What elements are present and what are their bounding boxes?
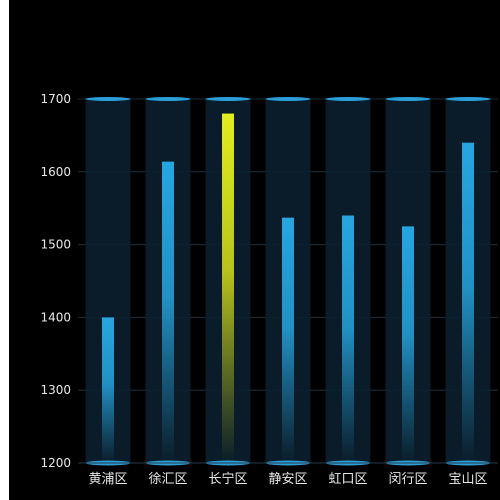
x-tick-label: 闵行区 [388,472,427,487]
x-tick-label: 黄浦区 [88,472,127,487]
column-top-cap [205,97,251,101]
bar-黄浦区 [102,317,114,463]
bar-虹口区 [342,215,354,463]
x-tick-label: 虹口区 [328,472,367,487]
x-tick-label: 徐汇区 [148,472,187,487]
column-top-cap [445,97,491,101]
y-tick-label: 1400 [40,310,71,324]
bar-长宁区 [222,113,234,463]
axes: 1200 1300 1400 1500 1600 1700 黄浦区 徐汇区 长宁区 静安区 虹口区 闵… [40,92,498,487]
y-tick-label: 1200 [40,456,71,470]
y-tick-label: 1600 [40,165,71,179]
data-bars [102,113,474,463]
y-tick-label: 1700 [40,92,71,106]
left-edge-strip [0,0,9,500]
y-tick-label: 1300 [40,383,71,397]
bar-徐汇区 [162,161,174,463]
column-top-cap [145,97,191,101]
background-columns [85,97,491,466]
y-tick-label: 1500 [40,238,71,252]
bar-宝山区 [462,142,474,463]
column-top-cap [385,97,431,101]
bar-静安区 [282,217,294,463]
x-tick-label: 静安区 [268,472,307,487]
column-top-cap [325,97,371,101]
column-top-cap [85,97,131,101]
column-top-cap [265,97,311,101]
x-tick-label: 宝山区 [448,472,487,487]
bar-闵行区 [402,226,414,463]
x-tick-label: 长宁区 [208,471,247,487]
